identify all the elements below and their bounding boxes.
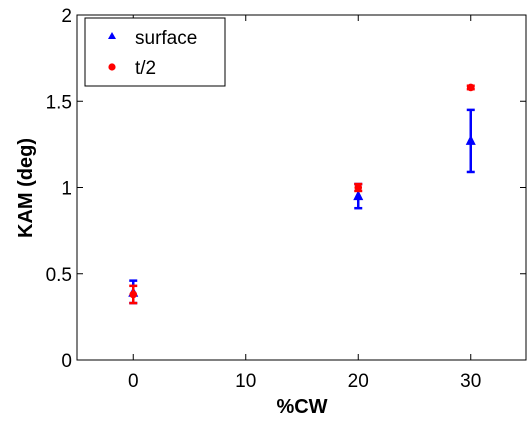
x-tick-label: 30 <box>460 371 481 392</box>
data-point-surface <box>353 190 364 201</box>
x-tick-label: 20 <box>348 371 369 392</box>
x-axis-title: %CW <box>276 396 327 418</box>
x-tick-label: 0 <box>128 371 139 392</box>
legend-label-surface: surface <box>135 28 197 49</box>
y-tick-label: 2 <box>61 6 72 27</box>
y-tick-label: 0.5 <box>46 265 72 286</box>
y-tick-label: 1.5 <box>46 92 72 113</box>
data-point-t-2 <box>129 290 138 299</box>
data-point-surface <box>465 134 476 145</box>
x-tick-label: 10 <box>235 371 256 392</box>
legend-marker-surface <box>108 32 116 39</box>
legend-marker-t-2 <box>108 63 116 71</box>
legend-box <box>84 17 226 87</box>
y-axis-title: KAM (deg) <box>15 138 37 238</box>
y-tick-label: 0 <box>61 351 72 372</box>
legend: surface t/2 <box>84 17 226 87</box>
legend-label-t-2: t/2 <box>135 58 156 79</box>
data-point-t-2 <box>354 183 363 192</box>
data-point-t-2 <box>466 83 475 92</box>
y-tick-label: 1 <box>61 179 72 200</box>
